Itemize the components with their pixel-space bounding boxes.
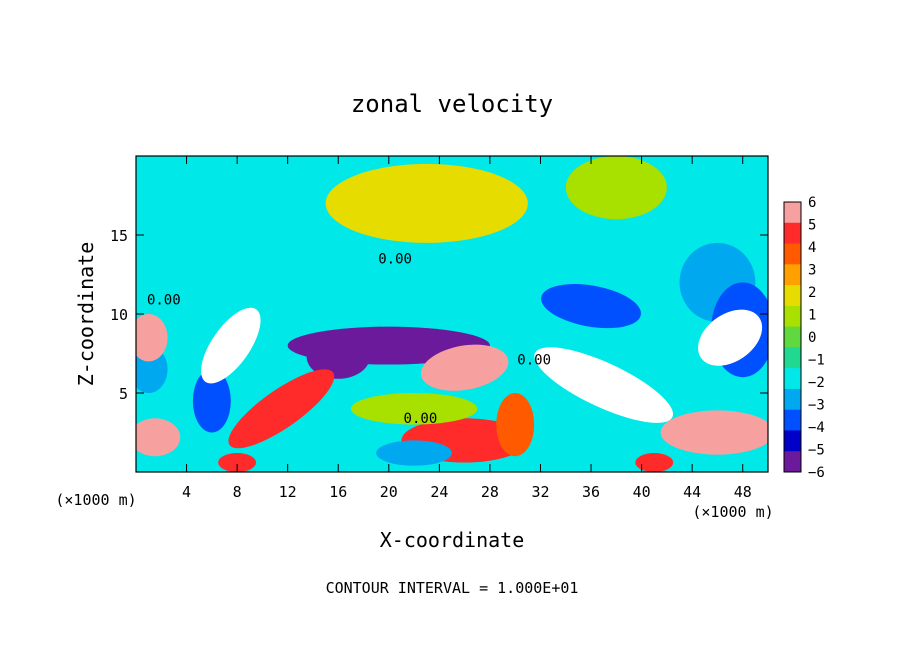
x-tick-label: 36 — [582, 483, 600, 501]
contour-label: 0.00 — [404, 411, 438, 427]
colorbar-swatch — [784, 305, 801, 328]
colorbar-tick-label: −3 — [808, 398, 825, 414]
field-patch — [635, 453, 674, 472]
contour-label: 0.00 — [378, 251, 412, 267]
colorbar-tick-label: 6 — [808, 195, 816, 211]
field-patch — [136, 418, 181, 457]
field-patch — [496, 393, 535, 457]
field-patch — [420, 344, 509, 391]
chart-title: zonal velocity — [351, 90, 553, 118]
x-tick-label: 4 — [182, 483, 191, 501]
colorbar-swatch — [784, 243, 801, 265]
y-tick-label: 15 — [110, 227, 128, 245]
x-tick-label: 24 — [430, 483, 448, 501]
colorbar-swatch — [784, 264, 801, 286]
field-patch — [660, 410, 768, 455]
field-patch — [565, 156, 667, 220]
colorbar-tick-label: −2 — [808, 375, 825, 391]
colorbar-tick-label: −4 — [808, 420, 825, 436]
x-axis: 4 8 12 16 20 24 28 32 36 40 44 48 — [182, 156, 752, 501]
y-tick-label: 10 — [110, 306, 128, 324]
field-patch — [534, 347, 674, 423]
field-patch — [325, 282, 554, 321]
colorbar-swatch — [784, 409, 801, 431]
field-patch — [306, 334, 370, 379]
colorbar-swatch — [784, 430, 801, 452]
y-axis: 5 10 15 — [110, 227, 768, 403]
field-patch — [228, 369, 335, 449]
colorbar-tick-label: −5 — [808, 443, 825, 459]
colorbar: 6 5 4 3 2 1 0 −1 −2 −3 −4 −5 −6 — [783, 195, 825, 481]
field-patch — [218, 453, 257, 472]
colorbar-tick-label: 1 — [808, 308, 816, 324]
colorbar-frame — [783, 201, 802, 473]
y-axis-label: Z-coordinate — [74, 242, 98, 387]
x-tick-label: 12 — [279, 483, 297, 501]
x-tick-label: 48 — [734, 483, 752, 501]
field-patch — [541, 284, 641, 329]
contour-label: 0.00 — [517, 353, 551, 369]
x-tick-label: 44 — [683, 483, 701, 501]
colorbar-swatch — [784, 368, 801, 390]
colorbar-tick-label: 3 — [808, 263, 816, 279]
colorbar-tick-label: −6 — [808, 465, 825, 481]
colorbar-swatch — [784, 326, 801, 348]
colorbar-swatch — [784, 347, 801, 369]
colorbar-swatch — [784, 451, 801, 473]
x-tick-label: 40 — [633, 483, 651, 501]
field-patch — [698, 309, 763, 366]
contour-label: 0.00 — [147, 293, 181, 309]
colorbar-swatch — [784, 285, 801, 307]
plot-area — [136, 156, 768, 472]
colorbar-tick-label: 2 — [808, 285, 816, 301]
x-unit-left: (×1000 m) — [55, 491, 136, 509]
x-unit-right: (×1000 m) — [692, 503, 773, 521]
x-tick-label: 8 — [233, 483, 242, 501]
field-patch — [350, 393, 478, 425]
colorbar-tick-label: 4 — [808, 240, 816, 256]
contour-labels: 0.00 0.00 0.00 0.00 — [147, 251, 551, 427]
x-axis-label: X-coordinate — [380, 528, 525, 552]
field-patch — [136, 314, 168, 362]
colorbar-tick-label: 5 — [808, 218, 816, 234]
x-tick-label: 28 — [481, 483, 499, 501]
x-tick-label: 32 — [531, 483, 549, 501]
field-patch — [376, 440, 452, 466]
y-tick-label: 5 — [119, 385, 128, 403]
contour-interval-note: CONTOUR INTERVAL = 1.000E+01 — [326, 579, 579, 597]
colorbar-swatch — [784, 202, 801, 224]
colorbar-tick-label: −1 — [808, 353, 825, 369]
field-patch — [192, 369, 231, 433]
colorbar-swatch — [784, 388, 801, 411]
colorbar-tick-label: 0 — [808, 330, 816, 346]
field-patch — [201, 307, 261, 384]
x-tick-label: 16 — [329, 483, 347, 501]
x-tick-label: 20 — [380, 483, 398, 501]
colorbar-swatch — [784, 222, 801, 245]
field-patch — [325, 163, 528, 243]
